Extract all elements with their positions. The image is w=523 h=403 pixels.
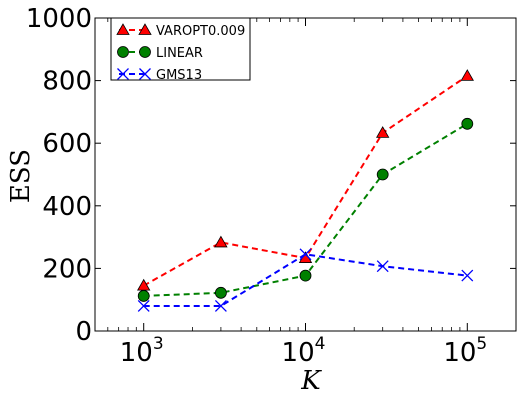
series-line bbox=[143, 253, 468, 307]
data-point bbox=[299, 269, 312, 282]
legend-marker bbox=[116, 23, 130, 35]
series-gms13 bbox=[137, 248, 474, 312]
x-tick-label: 103 bbox=[120, 334, 164, 368]
y-axis-label: ESS bbox=[6, 149, 36, 203]
legend-box bbox=[110, 17, 251, 81]
data-point bbox=[376, 260, 389, 273]
tick-labels: 0 200 400 600 800 1000 103 104 105 bbox=[26, 4, 487, 368]
data-point bbox=[137, 290, 150, 302]
legend-item: LINEAR bbox=[117, 46, 203, 61]
data-point bbox=[299, 248, 312, 261]
x-tick-label: 105 bbox=[443, 334, 487, 368]
legend-item: VAROPT0.009 bbox=[116, 23, 245, 39]
data-point bbox=[461, 269, 474, 282]
legend-label: GMS13 bbox=[156, 68, 202, 83]
legend-marker bbox=[138, 23, 152, 35]
legend-marker bbox=[139, 46, 151, 58]
series-linear bbox=[137, 117, 474, 302]
data-point bbox=[214, 300, 227, 312]
legend-marker bbox=[117, 68, 129, 80]
data-point bbox=[460, 69, 474, 81]
data-point bbox=[376, 126, 390, 138]
x-tick-label: 104 bbox=[282, 334, 326, 368]
y-tick-label: 400 bbox=[42, 192, 92, 222]
y-tick-label: 600 bbox=[42, 129, 92, 159]
data-point bbox=[214, 235, 228, 248]
axes-layer bbox=[94, 17, 517, 332]
data-point bbox=[137, 300, 150, 312]
data-point bbox=[376, 168, 389, 181]
y-tick-label: 1000 bbox=[26, 4, 92, 34]
y-tick-label: 0 bbox=[75, 317, 92, 347]
series-layer bbox=[137, 69, 474, 312]
y-tick-label: 800 bbox=[42, 67, 92, 97]
legend-item: GMS13 bbox=[117, 68, 202, 83]
y-tick-label: 200 bbox=[42, 254, 92, 284]
x-axis-label: K bbox=[300, 366, 322, 396]
data-point bbox=[461, 117, 474, 130]
legend-label: VAROPT0.009 bbox=[156, 24, 245, 39]
legend-marker bbox=[117, 46, 129, 58]
legend-label: LINEAR bbox=[156, 46, 203, 61]
legend-marker bbox=[139, 68, 151, 80]
legend: VAROPT0.009 LINEAR GMS13 bbox=[110, 17, 251, 83]
data-point bbox=[215, 286, 227, 299]
